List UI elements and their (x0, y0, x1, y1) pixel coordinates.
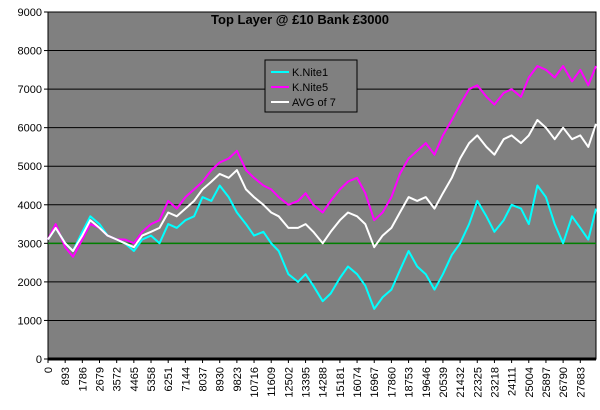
y-tick-label: 3000 (18, 238, 42, 250)
x-tick-label: 27683 (575, 367, 587, 398)
x-tick-label: 6251 (163, 367, 175, 391)
y-tick-label: 1000 (18, 315, 42, 327)
x-tick-label: 8930 (215, 367, 227, 391)
x-tick-label: 24111 (507, 367, 519, 396)
legend: K.Nite1 K.Nite5 AVG of 7 (264, 59, 358, 113)
x-tick-label: 26790 (558, 367, 570, 398)
x-tick-label: 11609 (266, 367, 278, 397)
y-tick-label: 4000 (18, 200, 42, 212)
x-tick-label: 25897 (541, 367, 553, 398)
y-tick-label: 2000 (18, 277, 42, 289)
x-tick-label: 16967 (369, 367, 381, 398)
x-tick-label: 20539 (438, 367, 450, 398)
x-tick-label: 10716 (249, 367, 261, 398)
x-tick-label: 25004 (524, 367, 536, 398)
x-tick-label: 19646 (421, 367, 433, 398)
x-tick-label: 16074 (352, 367, 364, 398)
x-tick-label: 13395 (301, 367, 313, 398)
x-tick-label: 7144 (180, 367, 192, 391)
series-line-2 (47, 119, 597, 252)
y-tick-label: 5000 (18, 161, 42, 173)
x-tick-label: 15181 (335, 367, 347, 398)
x-tick-label: 22325 (472, 367, 484, 398)
y-tick-label: 9000 (18, 7, 42, 19)
x-tick-label: 3572 (112, 367, 124, 391)
legend-label: K.Nite1 (292, 67, 328, 79)
y-tick-label: 7000 (18, 84, 42, 96)
series-layer (47, 65, 597, 310)
x-tick-label: 1786 (77, 367, 89, 391)
y-axis: 0 1000 2000 3000 4000 5000 6000 7000 8000 9000 (18, 7, 596, 366)
x-tick-label: 23218 (489, 367, 501, 398)
x-tick-label: 893 (60, 367, 72, 385)
x-tick-label: 17860 (386, 367, 398, 398)
legend-label: K.Nite5 (292, 82, 328, 94)
y-tick-label: 0 (36, 354, 42, 366)
x-tick-label: 21432 (455, 367, 467, 398)
x-tick-label: 18753 (404, 367, 416, 398)
chart-title: Top Layer @ £10 Bank £3000 (211, 12, 389, 27)
x-tick-label: 4465 (129, 367, 141, 391)
y-tick-label: 8000 (18, 46, 42, 58)
series-line-1 (47, 65, 597, 258)
x-tick-label: 12502 (283, 367, 295, 398)
x-tick-label: 14288 (318, 367, 330, 398)
y-tick-label: 6000 (18, 123, 42, 135)
series-line-0 (47, 184, 597, 310)
gridlines (48, 11, 596, 321)
x-axis: 0 893 1786 2679 3572 4465 5358 6251 7144 8037 8930… (43, 359, 587, 398)
x-tick-label: 8037 (198, 367, 210, 391)
x-tick-label: 2679 (95, 367, 107, 391)
x-tick-label: 9823 (232, 367, 244, 391)
x-tick-label: 0 (43, 367, 55, 373)
x-tick-label: 5358 (146, 367, 158, 391)
legend-label: AVG of 7 (292, 97, 336, 109)
